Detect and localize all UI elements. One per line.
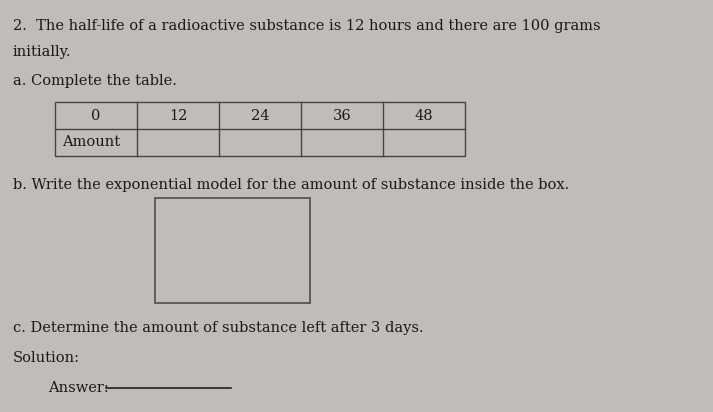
Text: 0: 0 xyxy=(91,108,101,122)
Text: a. Complete the table.: a. Complete the table. xyxy=(13,74,177,88)
Text: b. Write the exponential model for the amount of substance inside the box.: b. Write the exponential model for the a… xyxy=(13,178,569,192)
Text: c. Determine the amount of substance left after 3 days.: c. Determine the amount of substance lef… xyxy=(13,321,424,335)
Text: 36: 36 xyxy=(333,108,352,122)
Text: 24: 24 xyxy=(251,108,270,122)
Text: Answer:: Answer: xyxy=(48,381,109,395)
Bar xyxy=(55,102,465,156)
Text: Solution:: Solution: xyxy=(13,351,80,365)
Text: initially.: initially. xyxy=(13,45,71,59)
Text: Amount: Amount xyxy=(62,136,120,150)
Text: 2.  The half-life of a radioactive substance is 12 hours and there are 100 grams: 2. The half-life of a radioactive substa… xyxy=(13,19,600,33)
Bar xyxy=(155,198,310,303)
Text: 48: 48 xyxy=(415,108,434,122)
Text: 12: 12 xyxy=(169,108,188,122)
